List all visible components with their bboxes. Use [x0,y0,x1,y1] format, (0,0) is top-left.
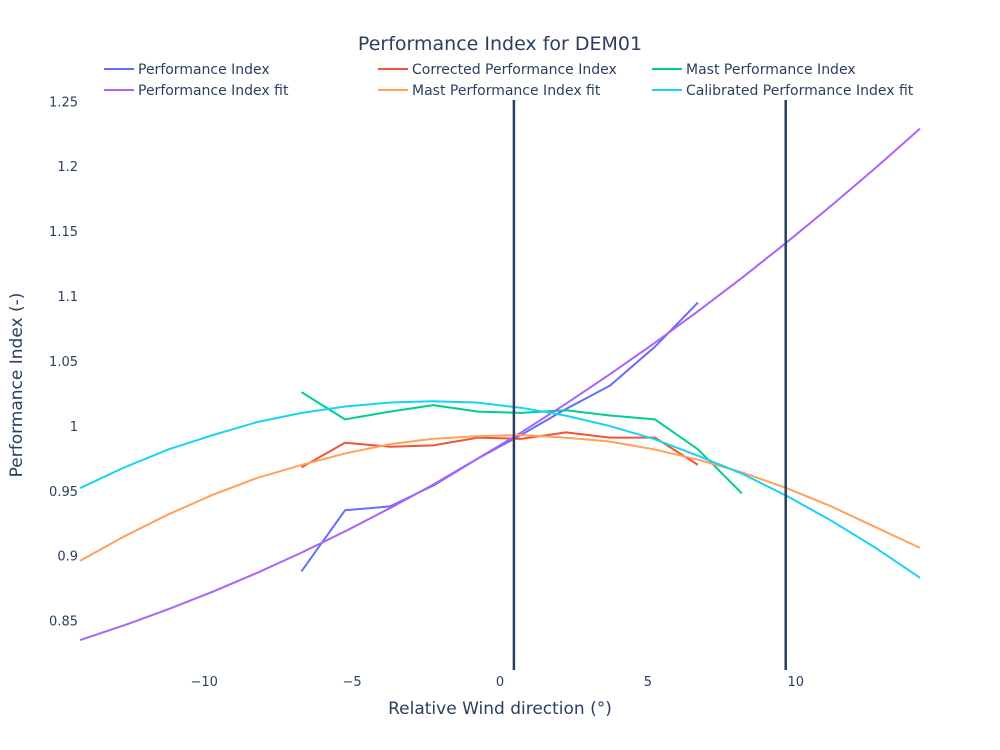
x-tick-label: −10 [191,675,218,690]
series-line-2 [300,391,743,495]
y-tick-label: 0.9 [57,550,78,565]
series-line-3 [79,127,921,642]
legend-label: Performance Index [138,62,270,78]
y-tick-label: 0.85 [49,615,78,630]
legend-item[interactable]: Mast Performance Index [652,62,856,78]
legend-item[interactable]: Corrected Performance Index [378,62,617,78]
legend: Performance Index Corrected Performance I… [104,62,914,99]
series-line-4 [79,434,921,562]
legend-label: Performance Index fit [138,83,289,99]
legend-label: Mast Performance Index [686,62,856,78]
chart-title: Performance Index for DEM01 [358,33,642,55]
y-tick-label: 1.1 [57,290,78,305]
y-tick-label: 0.95 [49,485,78,500]
x-tick-label: 5 [644,675,652,690]
x-tick-label: 0 [496,675,504,690]
x-axis-label: Relative Wind direction (°) [388,699,612,719]
y-axis-label: Performance Index (-) [7,293,27,478]
legend-item[interactable]: Performance Index fit [104,83,289,99]
y-tick-label: 1.2 [57,160,78,175]
plot-area [79,100,921,670]
x-tick-label: 10 [788,675,805,690]
series-line-5 [79,400,921,579]
series-layer [79,127,921,642]
vertical-lines [512,100,787,670]
legend-label: Calibrated Performance Index fit [686,83,914,99]
y-tick-label: 1.25 [49,95,78,110]
x-tick-label: −5 [343,675,362,690]
legend-item[interactable]: Performance Index [104,62,270,78]
y-axis-ticks: 0.85 0.9 0.95 1 1.05 1.1 1.15 1.2 1.25 [49,95,78,629]
legend-item[interactable]: Mast Performance Index fit [378,83,601,99]
y-tick-label: 1.15 [49,225,78,240]
series-line-1 [301,431,699,469]
legend-label: Corrected Performance Index [412,62,617,78]
legend-item[interactable]: Calibrated Performance Index fit [652,83,914,99]
legend-label: Mast Performance Index fit [412,83,601,99]
y-tick-label: 1.05 [49,355,78,370]
x-axis-ticks: −10 −5 0 5 10 [191,675,805,690]
series-line-0 [300,301,699,572]
y-tick-label: 1 [70,420,78,435]
